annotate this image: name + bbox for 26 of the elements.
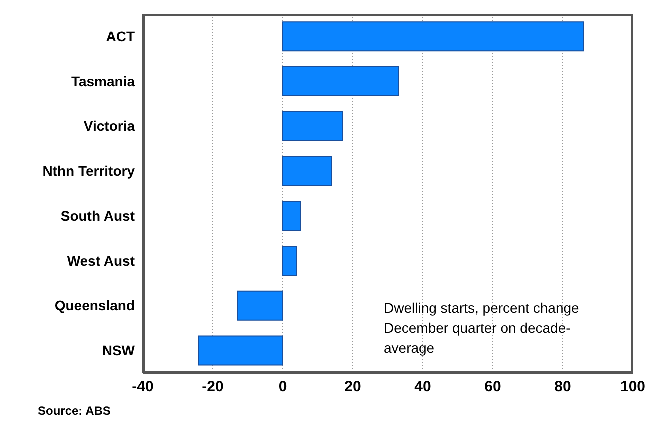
bar xyxy=(282,111,343,142)
y-tick-label: Victoria xyxy=(84,118,136,134)
x-tick-label: 60 xyxy=(484,378,502,396)
y-tick-label: West Aust xyxy=(67,252,136,269)
bar xyxy=(282,201,301,232)
x-tick-label: 100 xyxy=(620,378,646,396)
bar xyxy=(198,336,284,366)
y-tick-label: NSW xyxy=(102,342,136,359)
x-tick-label: -20 xyxy=(202,378,224,396)
source-note: Source: ABS xyxy=(38,404,111,418)
y-tick-label: Nthn Territory xyxy=(42,163,136,180)
annotation: Dwelling starts, percent change December quarter on decade-average xyxy=(384,299,580,358)
bar xyxy=(282,22,584,52)
x-tick-label: 40 xyxy=(414,378,432,396)
y-tick-label: South Aust xyxy=(60,208,136,224)
x-tick-label: 20 xyxy=(344,378,362,396)
x-tick-label: 80 xyxy=(554,378,572,396)
y-tick-label: Queensland xyxy=(54,298,135,314)
x-tick-label: -40 xyxy=(132,378,154,396)
y-tick-label: ACT xyxy=(106,28,136,44)
x-tick-label: 0 xyxy=(278,378,288,396)
bar xyxy=(282,246,298,276)
bar xyxy=(237,290,284,321)
y-tick-label: Tasmania xyxy=(71,73,136,90)
bar xyxy=(282,156,332,186)
bar xyxy=(282,66,399,96)
